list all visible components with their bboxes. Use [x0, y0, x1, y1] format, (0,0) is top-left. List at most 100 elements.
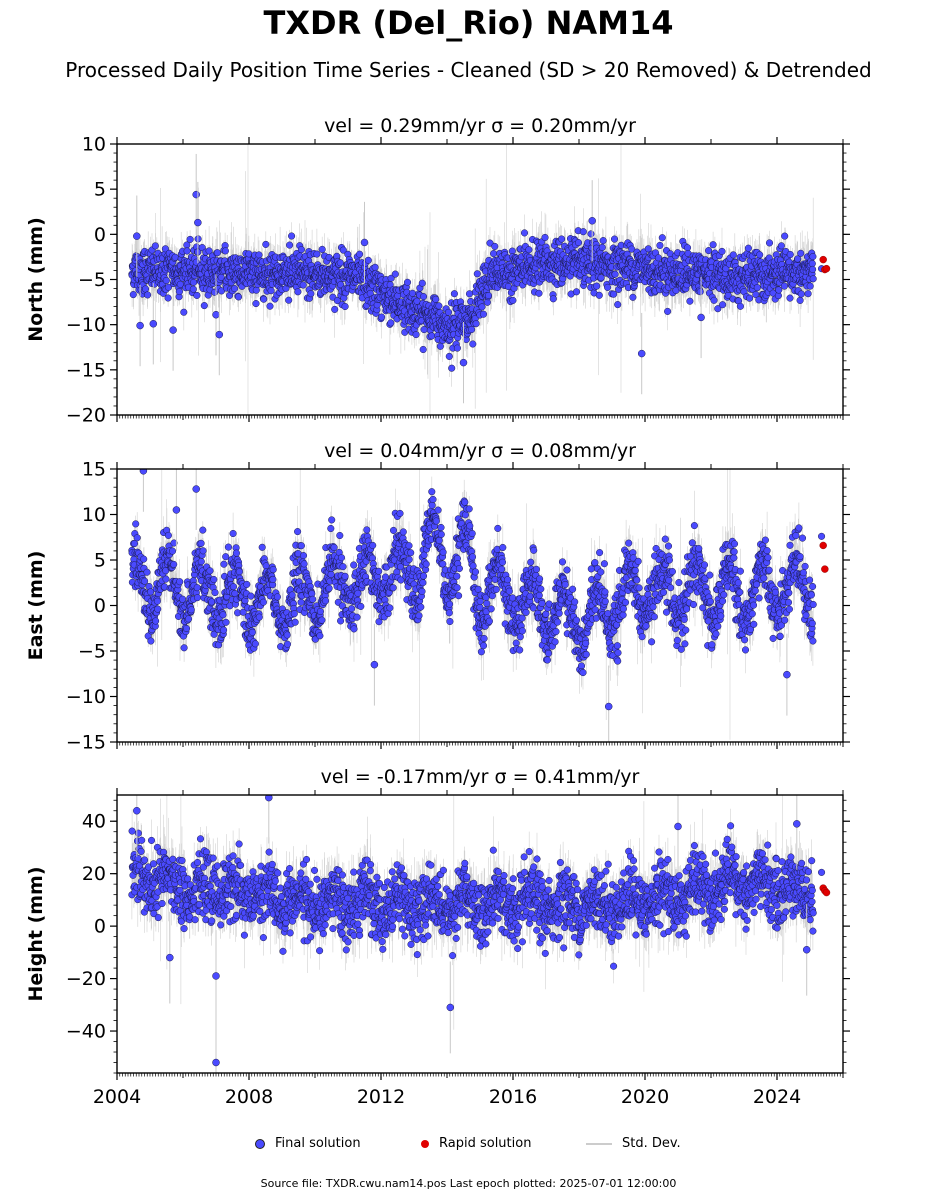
final-solution-point [619, 611, 627, 619]
outlier-point [588, 217, 596, 225]
final-solution-point [213, 249, 221, 257]
final-solution-point [529, 604, 537, 612]
final-solution-point [542, 610, 550, 618]
final-solution-point [786, 250, 794, 259]
final-solution-point [505, 587, 513, 595]
final-solution-point [650, 613, 658, 621]
final-solution-point [455, 592, 463, 600]
final-solution-point [356, 250, 364, 258]
final-solution-point [339, 246, 347, 254]
final-solution-point [709, 241, 717, 249]
final-solution-point [730, 548, 738, 556]
final-solution-point [252, 286, 260, 294]
final-solution-point [710, 296, 718, 304]
final-solution-point [378, 313, 386, 321]
final-solution-point [419, 293, 428, 301]
final-solution-point [371, 263, 379, 271]
final-solution-point [162, 276, 170, 285]
final-solution-point [795, 524, 803, 532]
final-solution-point [535, 289, 543, 297]
final-solution-point [369, 541, 377, 549]
final-solution-point [714, 305, 722, 313]
final-solution-point [190, 278, 198, 286]
final-solution-point [744, 244, 752, 252]
final-solution-point [428, 501, 436, 509]
final-solution-point [799, 569, 807, 577]
final-solution-point [206, 567, 214, 575]
final-solution-point [621, 598, 630, 606]
final-solution-point [717, 612, 725, 620]
final-solution-point [130, 539, 139, 548]
sigma-label: σ = 0.20mm/yr [491, 115, 636, 137]
final-solution-point [450, 290, 458, 298]
final-solution-point [350, 625, 358, 633]
outlier-point [169, 326, 177, 334]
final-solution-point [455, 564, 463, 573]
final-solution-point [667, 584, 675, 592]
final-solution-point [638, 633, 646, 641]
final-solution-point [682, 626, 690, 634]
final-solution-point [785, 605, 793, 613]
final-solution-point [642, 622, 650, 630]
final-solution-point [695, 545, 703, 553]
final-solution-point [229, 529, 237, 538]
final-solution-point [479, 310, 488, 318]
final-solution-point [597, 568, 605, 576]
final-solution-point [700, 561, 709, 569]
final-solution-point [132, 520, 140, 528]
outlier-point [149, 320, 158, 328]
final-solution-point [235, 568, 243, 576]
final-solution-point [318, 616, 326, 624]
final-solution-point [673, 636, 681, 644]
final-solution-point [288, 232, 296, 240]
final-solution-point [538, 599, 546, 608]
final-solution-point [419, 579, 427, 587]
final-solution-point [396, 509, 404, 517]
final-solution-point [781, 616, 789, 624]
final-solution-point [405, 555, 413, 564]
outlier-point [697, 313, 705, 322]
final-solution-point [654, 254, 662, 262]
final-solution-point [750, 620, 758, 628]
final-solution-point [316, 607, 324, 616]
final-solution-point [574, 239, 583, 247]
final-solution-point [648, 638, 656, 646]
final-solution-point [162, 575, 170, 583]
final-solution-point [763, 547, 771, 555]
final-solution-point [453, 584, 461, 592]
final-solution-point [466, 522, 474, 530]
final-solution-point [439, 548, 447, 556]
final-solution-point [333, 297, 341, 305]
final-solution-point [516, 633, 524, 641]
final-solution-point [337, 617, 345, 625]
final-solution-point [532, 565, 540, 573]
final-solution-point [394, 292, 402, 300]
final-solution-point [719, 597, 727, 605]
final-solution-point [784, 598, 793, 606]
final-solution-point [170, 560, 178, 568]
final-solution-point [473, 270, 481, 278]
final-solution-point [563, 566, 571, 574]
final-solution-point [180, 308, 188, 316]
y-tick-label: 10 [82, 134, 106, 156]
final-solution-point [328, 516, 336, 524]
outlier-point [136, 321, 144, 330]
final-solution-point [164, 283, 172, 291]
final-solution-point [164, 531, 172, 539]
final-solution-point [297, 246, 305, 254]
final-solution-point [363, 526, 371, 534]
final-solution-point [200, 302, 208, 310]
final-solution-point [551, 638, 559, 646]
final-solution-point [572, 288, 581, 296]
final-solution-point [183, 247, 191, 255]
final-solution-point [435, 302, 443, 310]
final-solution-point [399, 528, 407, 536]
final-solution-point [251, 640, 259, 648]
final-solution-point [330, 543, 338, 551]
final-solution-point [558, 235, 566, 243]
final-solution-point [348, 605, 356, 613]
final-solution-point [775, 286, 783, 294]
final-solution-point [337, 554, 346, 562]
final-solution-point [187, 606, 195, 614]
